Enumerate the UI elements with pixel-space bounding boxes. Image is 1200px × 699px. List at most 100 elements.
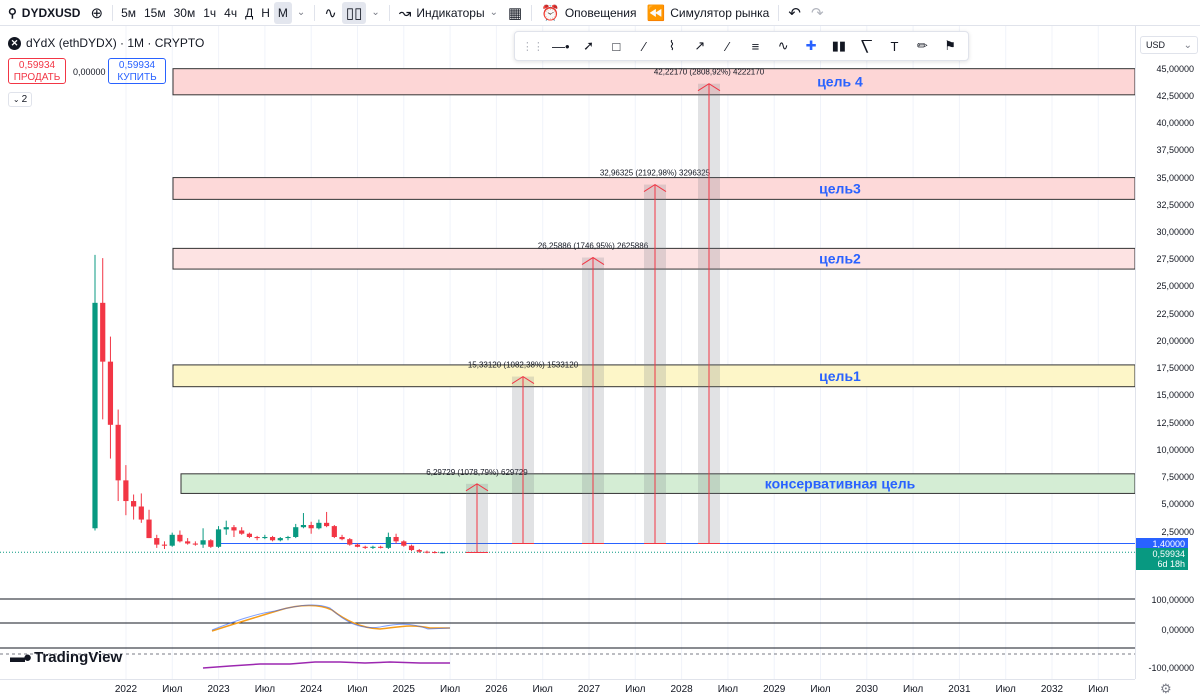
crosshair-icon[interactable]: ✚	[805, 38, 817, 53]
pattern-icon[interactable]: ∿	[777, 38, 789, 53]
measure-icon[interactable]: ⎲	[860, 38, 873, 53]
text-icon[interactable]: T	[890, 38, 899, 54]
line-chart-type-button[interactable]: ∿	[319, 0, 342, 26]
price-axis-label: 12,50000	[1156, 417, 1194, 428]
price-axis[interactable]: 47,5000045,0000042,5000040,0000037,50000…	[1135, 26, 1200, 679]
plus-circle-icon: ⊕	[90, 4, 104, 22]
candle-body	[308, 525, 314, 529]
timeframe-w[interactable]: Н	[261, 5, 270, 20]
candle-body	[231, 527, 237, 531]
projection-arrow-head	[581, 256, 605, 265]
undo-button[interactable]: ↶	[783, 0, 806, 26]
redo-button[interactable]: ↷	[806, 0, 829, 26]
candles-icon: ▯▯	[345, 4, 363, 22]
symbol-search[interactable]: ⚲ DYDXUSD	[0, 0, 85, 26]
projection-arrow-head	[697, 83, 721, 92]
chevron-down-icon: ⌄	[296, 7, 306, 18]
target-zone-label: цель2	[819, 251, 861, 267]
chart-type-dropdown[interactable]: ⌄	[366, 0, 384, 26]
oscillator-axis-label: 100,00000	[1151, 595, 1194, 605]
parallel-channel-icon[interactable]: ≡	[751, 38, 760, 54]
timeframe-4h[interactable]: 4ч	[224, 5, 238, 20]
sell-button[interactable]: 0,59934 ПРОДАТЬ	[8, 58, 66, 84]
dydx-logo-icon: ✕	[8, 36, 21, 50]
candle-body	[223, 527, 229, 530]
indicators-icon: ↝	[398, 4, 412, 22]
candle-body	[200, 540, 206, 545]
candle-body	[154, 538, 160, 545]
chevron-down-icon: ⌄	[12, 95, 20, 104]
price-axis-label: 2,50000	[1161, 526, 1194, 537]
rectangle-icon[interactable]: □	[612, 38, 621, 54]
indicators-collapse-button[interactable]: ⌄ 2	[8, 92, 32, 107]
candle-chart-type-button[interactable]: ▯▯	[341, 1, 367, 24]
replay-button[interactable]: ⏪ Симулятор рынка	[642, 0, 775, 26]
time-axis-label: Июл	[995, 684, 1016, 695]
settings-gear-icon[interactable]: ⚙	[1160, 681, 1172, 696]
brush-icon[interactable]: ∕	[643, 38, 646, 54]
candle-body	[362, 546, 368, 548]
timeframe-d[interactable]: Д	[245, 5, 254, 20]
oscillator-main-line	[211, 604, 451, 631]
candle-body	[262, 536, 268, 539]
projection-label: 26,25886 (1746,95%) 2625886	[538, 242, 649, 251]
tradingview-wordmark: TradingView	[34, 649, 123, 666]
timeframe-m[interactable]: М	[273, 1, 292, 24]
oscillator-panes	[0, 598, 1135, 669]
time-axis-label: 2031	[948, 684, 971, 695]
chart-canvas[interactable]: консервативная цель цель1 цель2 цель3 цель 4…	[0, 26, 1135, 679]
timeframe-1h[interactable]: 1ч	[203, 5, 217, 20]
alerts-button[interactable]: ⏰ Оповещения	[536, 0, 641, 26]
target-zones: консервативная цель цель1 цель2 цель3 цель 4	[0, 68, 1135, 553]
legend-title[interactable]: dYdX (ethDYDX) · 1M · CRYPTO	[26, 36, 205, 50]
trend-line-icon[interactable]: ➚	[583, 38, 594, 53]
chart-legend: ✕ dYdX (ethDYDX) · 1M · CRYPTO	[8, 36, 204, 50]
candle-body	[92, 302, 98, 529]
flag-icon[interactable]: ⚑	[944, 38, 956, 53]
last-price: 0,59934	[1152, 549, 1185, 560]
timeframe-15m[interactable]: 15м	[144, 5, 166, 20]
time-axis[interactable]: 2022 Июл 2023 Июл 2024 Июл 2025 Июл 2026 Июл 2027 И…	[0, 679, 1135, 699]
candle-body	[115, 424, 121, 481]
time-axis-label: Июл	[717, 684, 739, 695]
arc-icon[interactable]: ⌇	[668, 38, 676, 53]
time-axis-label: 2027	[577, 684, 601, 695]
candle-body	[285, 536, 291, 539]
price-axis-label: 42,50000	[1156, 90, 1194, 101]
timeframe-30m[interactable]: 30м	[173, 5, 196, 20]
time-axis-label: 2032	[1040, 684, 1064, 695]
volume-oscillator-line	[202, 661, 450, 669]
buy-button[interactable]: 0,59934 КУПИТЬ	[108, 58, 166, 84]
indicators-button[interactable]: ↝ Индикаторы ⌄	[394, 0, 503, 26]
candle-body	[100, 302, 106, 362]
currency-label: USD	[1146, 40, 1166, 50]
compare-button[interactable]: ⊕	[85, 0, 108, 26]
currency-selector[interactable]: USD ⌄	[1140, 36, 1198, 54]
target-zone	[172, 247, 1135, 270]
layouts-button[interactable]: ▦	[503, 0, 527, 26]
undo-icon: ↶	[788, 4, 801, 22]
time-axis-label: Июл	[162, 684, 183, 695]
ray-icon[interactable]: ∕	[726, 38, 729, 54]
time-axis-label: Июл	[532, 684, 553, 695]
candle-body	[123, 480, 129, 502]
path-icon[interactable]: ↗	[694, 38, 706, 53]
alerts-label: Оповещения	[564, 5, 637, 20]
timeframe-5m[interactable]: 5м	[121, 5, 136, 20]
top-toolbar: ⚲ DYDXUSD ⊕ 5м 15м 30м 1ч 4ч Д Н М ⌄ ∿ ▯…	[0, 0, 1200, 26]
candle-body	[339, 536, 345, 540]
projection-label: 15,33120 (1082,38%) 1533120	[468, 361, 579, 370]
divider	[112, 4, 114, 21]
eraser-icon[interactable]: ✏	[916, 38, 928, 53]
timeframe-dropdown[interactable]: ⌄	[292, 0, 310, 26]
drag-handle-icon[interactable]: ⋮⋮	[521, 40, 544, 53]
bars-pattern-icon[interactable]: ▮▮	[831, 38, 846, 53]
candle-body	[316, 522, 322, 529]
buy-price: 0,59934	[118, 60, 156, 71]
price-axis-label: 25,00000	[1156, 281, 1194, 292]
candle-body	[331, 526, 337, 537]
horizontal-line-icon[interactable]: —•	[551, 38, 570, 54]
rewind-icon: ⏪	[646, 4, 666, 22]
projection-label: 42,22170 (2808,92%) 4222170	[654, 68, 765, 77]
divider	[314, 4, 316, 21]
